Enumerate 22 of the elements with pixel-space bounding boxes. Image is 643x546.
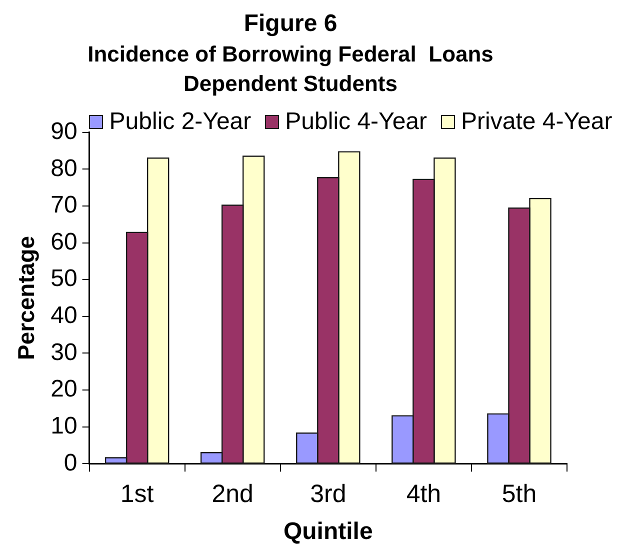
legend-label: Public 4-Year (285, 108, 428, 136)
y-axis-title: Percentage (13, 236, 40, 360)
x-tick-label: 3rd (310, 480, 346, 508)
y-tick-label: 0 (64, 449, 78, 476)
y-tick-label: 20 (50, 376, 78, 403)
x-tick-label: 1st (120, 480, 154, 508)
y-tick-label: 80 (50, 154, 78, 182)
x-tick-label: 4th (406, 480, 442, 508)
y-tick-label: 60 (50, 228, 78, 256)
y-tick-label: 50 (50, 265, 78, 292)
x-tick-label: 2nd (212, 480, 254, 508)
legend-label: Private 4-Year (461, 108, 612, 136)
y-tick-label: 30 (50, 338, 78, 366)
x-tick-label: 5th (502, 480, 537, 508)
x-axis-title: Quintile (283, 518, 373, 545)
y-tick-label: 70 (50, 192, 78, 219)
chart-title: Figure 6 (244, 10, 338, 38)
y-tick-label: 90 (50, 118, 78, 145)
chart-subtitle: Incidence of Borrowing Federal Loans Dependent Students (88, 41, 494, 96)
legend-label: Public 2-Year (109, 108, 252, 136)
y-tick-label: 40 (50, 302, 78, 330)
y-tick-label: 10 (50, 412, 78, 440)
